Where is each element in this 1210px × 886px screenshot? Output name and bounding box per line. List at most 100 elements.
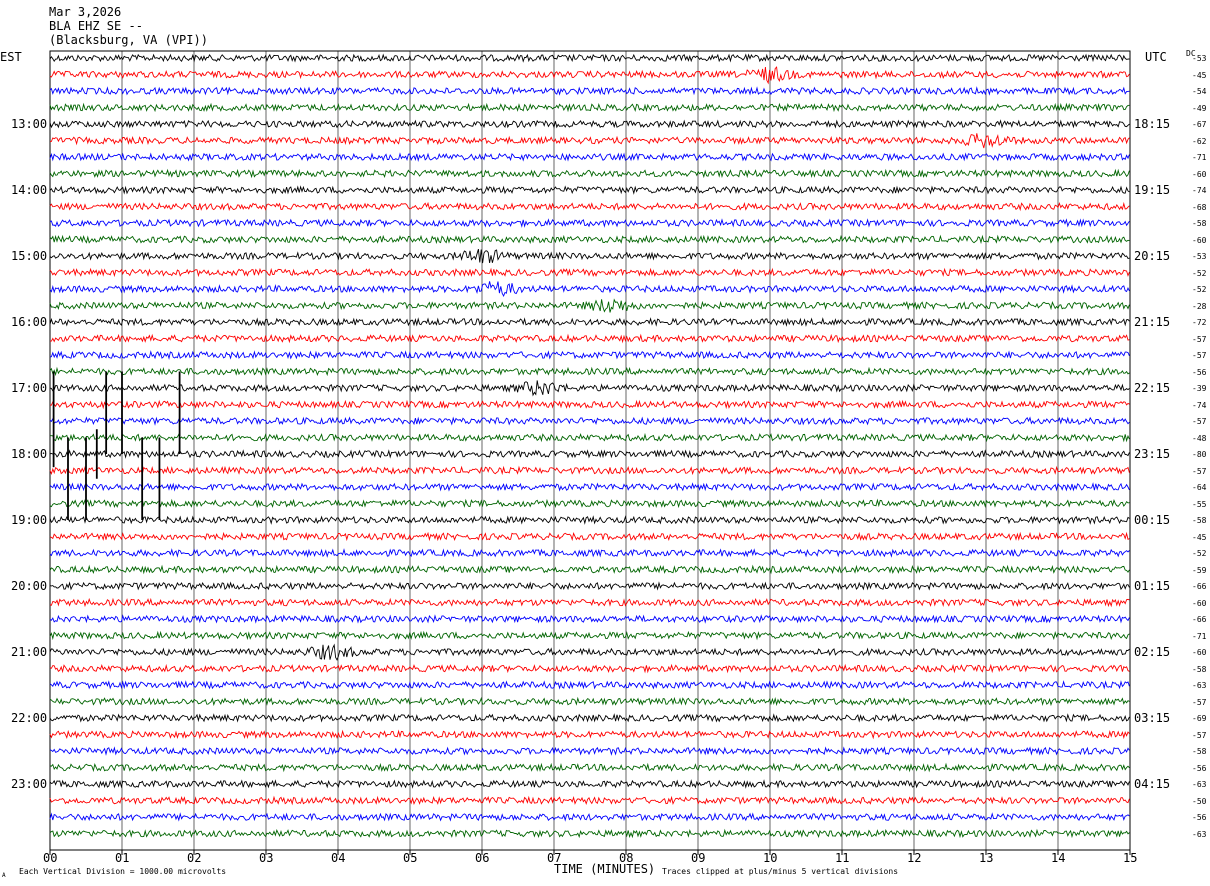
right-timezone-label: UTC [1145,50,1167,64]
trace-row [49,597,1130,608]
right-hour-label: 04:15 [1134,777,1171,791]
left-hour-label: 17:00 [11,381,48,395]
trace-row [49,581,1130,591]
dc-offset-value: -53 [1192,252,1207,261]
dc-offset-value: -58 [1192,747,1207,756]
trace-row [49,746,1130,756]
trace-row [49,102,1130,113]
dc-offset-header: DC [1186,49,1196,58]
trace-row [49,333,1130,344]
left-hour-label: 19:00 [11,513,48,527]
trace-row [49,795,1130,806]
dc-offset-value: -57 [1192,466,1207,476]
right-hour-label: 00:15 [1134,513,1171,527]
left-hour-label: 15:00 [11,249,48,263]
dc-offset-value: -69 [1192,714,1207,723]
x-tick-label: 08 [619,851,634,865]
dc-offset-value: -60 [1192,648,1207,657]
trace-row [50,399,1130,410]
trace-row [49,643,1130,661]
dc-offset-value: -80 [1192,450,1207,459]
dc-offset-value: -57 [1192,351,1207,360]
x-tick-label: 00 [43,851,58,865]
trace-row [49,564,1130,575]
left-hour-label: 22:00 [11,711,48,725]
trace-row [49,350,1130,360]
dc-offset-value: -28 [1192,301,1207,311]
trace-row [49,515,1130,525]
trace-row [49,663,1130,674]
dc-offset-value: -56 [1192,367,1207,377]
trace-row [49,119,1130,129]
trace-row [49,449,1130,459]
trace-row [49,696,1130,707]
trace-row [49,614,1130,624]
left-hour-label: 13:00 [11,117,48,131]
trace-row [49,729,1130,740]
station-code: BLA EHZ SE -- [49,19,143,33]
dc-offset-value: -57 [1192,697,1207,707]
dc-offset-value: -63 [1192,780,1207,789]
trace-row [49,713,1130,723]
trace-row [49,366,1130,377]
dc-offset-value: -66 [1192,582,1207,591]
x-tick-label: 09 [691,851,706,865]
trace-row [49,281,1130,298]
dc-offset-value: -52 [1192,549,1207,558]
left-hour-label: 14:00 [11,183,48,197]
x-tick-label: 04 [331,851,346,865]
dc-offset-value: -67 [1192,120,1207,129]
trace-row [49,779,1130,789]
trace-row [49,298,1130,313]
trace-row [49,465,1130,476]
x-tick-label: 01 [115,851,130,865]
left-hour-label: 18:00 [11,447,48,461]
dc-offset-value: -63 [1192,681,1207,690]
dc-offset-value: -66 [1192,615,1207,624]
trace-row [49,380,1130,397]
trace-row [49,630,1130,641]
left-hour-label: 20:00 [11,579,48,593]
trace-row [49,152,1130,162]
x-tick-label: 14 [1051,851,1066,865]
dc-offset-value: -48 [1192,433,1207,443]
x-axis-title: TIME (MINUTES) [554,862,656,876]
dc-offset-value: -74 [1192,400,1207,410]
helicorder-date: Mar 3,2026 [49,5,122,19]
dc-offset-value: -62 [1192,136,1207,146]
left-hour-label: 23:00 [11,777,48,791]
dc-offset-value: -57 [1192,334,1207,344]
right-hour-label: 01:15 [1134,579,1171,593]
trace-row [49,482,1130,492]
dc-offset-value: -45 [1192,70,1207,80]
x-tick-label: 07 [547,851,562,865]
trace-row [49,218,1130,228]
dc-offset-value: -58 [1192,664,1207,674]
trace-row [49,317,1130,327]
dc-offset-value: -58 [1192,516,1207,525]
dc-offset-value: -71 [1192,153,1207,162]
station-location: (Blacksburg, VA (VPI)) [49,33,208,47]
dc-offset-value: -60 [1192,169,1207,179]
x-tick-label: 10 [763,851,778,865]
left-timezone-label: EST [0,50,22,64]
dc-offset-value: -60 [1192,598,1207,608]
clip-note: Traces clipped at plus/minus 5 vertical … [662,867,899,876]
dc-offset-value: -49 [1192,103,1207,113]
trace-row [49,680,1130,690]
trace-row [49,531,1130,542]
trace-row [49,185,1130,195]
trace-row [49,53,1130,63]
trace-row [49,168,1130,179]
trace-row [49,201,1130,212]
dc-offset-value: -60 [1192,235,1207,245]
x-tick-label: 05 [403,851,418,865]
scale-note: Each Vertical Division = 1000.00 microvo… [19,867,227,876]
dc-offset-value: -63 [1192,829,1207,839]
x-tick-label: 03 [259,851,274,865]
trace-row [49,267,1130,278]
trace-row [49,234,1130,245]
trace-row [49,828,1130,839]
x-tick-label: 13 [979,851,994,865]
